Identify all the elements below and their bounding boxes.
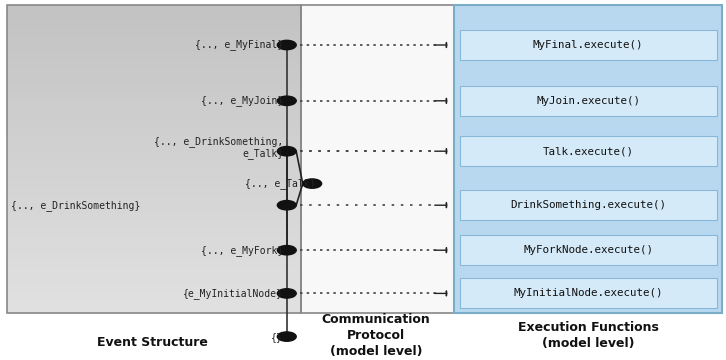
FancyBboxPatch shape: [460, 235, 717, 265]
Text: Event Structure: Event Structure: [97, 336, 208, 348]
Bar: [7, 159, 301, 167]
Text: Execution Functions
(model level): Execution Functions (model level): [518, 321, 658, 350]
Bar: [7, 59, 301, 67]
Text: Communication
Protocol
(model level): Communication Protocol (model level): [322, 313, 431, 358]
Bar: [7, 282, 301, 290]
Text: DrinkSomething.execute(): DrinkSomething.execute(): [510, 200, 666, 210]
Text: {.., e_DrinkSomething,
e_Talk}: {.., e_DrinkSomething, e_Talk}: [154, 136, 283, 159]
FancyBboxPatch shape: [460, 30, 717, 60]
Circle shape: [277, 147, 296, 156]
Bar: [7, 259, 301, 267]
Bar: [7, 267, 301, 275]
Bar: [7, 13, 301, 21]
Bar: [7, 152, 301, 159]
Bar: [7, 113, 301, 121]
Text: Talk.execute(): Talk.execute(): [542, 146, 634, 156]
Text: {.., e_MyJoin}: {.., e_MyJoin}: [201, 95, 283, 106]
Bar: [7, 75, 301, 82]
Bar: [7, 90, 301, 98]
Bar: [7, 36, 301, 44]
Bar: [7, 67, 301, 75]
Circle shape: [277, 201, 296, 210]
Circle shape: [277, 246, 296, 255]
Bar: [7, 21, 301, 28]
Text: MyJoin.execute(): MyJoin.execute(): [536, 96, 640, 106]
Circle shape: [277, 96, 296, 105]
Bar: [7, 183, 301, 190]
Text: MyForkNode.execute(): MyForkNode.execute(): [523, 245, 653, 255]
Bar: [7, 221, 301, 229]
Bar: [7, 229, 301, 236]
Circle shape: [277, 332, 296, 341]
Text: {.., e_DrinkSomething}: {.., e_DrinkSomething}: [11, 200, 140, 211]
Bar: [7, 213, 301, 221]
Bar: [7, 28, 301, 36]
Bar: [7, 5, 301, 13]
Bar: [7, 98, 301, 105]
Bar: [7, 206, 301, 213]
Bar: [7, 129, 301, 136]
Bar: [7, 190, 301, 198]
Circle shape: [277, 40, 296, 50]
Bar: [7, 198, 301, 206]
Bar: [7, 82, 301, 90]
FancyBboxPatch shape: [301, 5, 454, 313]
Bar: [7, 298, 301, 306]
Text: {.., e_MyFinal}: {.., e_MyFinal}: [195, 40, 283, 50]
Text: MyFinal.execute(): MyFinal.execute(): [533, 40, 643, 50]
Text: {.., e_Talk}: {.., e_Talk}: [245, 178, 316, 189]
Text: {}: {}: [272, 332, 283, 342]
Text: {e_MyInitialNode}: {e_MyInitialNode}: [183, 288, 283, 299]
Bar: [7, 175, 301, 183]
FancyBboxPatch shape: [454, 5, 722, 313]
Bar: [7, 252, 301, 259]
Circle shape: [277, 289, 296, 298]
Text: {.., e_MyFork}: {.., e_MyFork}: [201, 245, 283, 256]
Bar: [7, 44, 301, 51]
Bar: [7, 51, 301, 59]
Bar: [7, 244, 301, 252]
Bar: [7, 275, 301, 282]
Bar: [7, 236, 301, 244]
FancyBboxPatch shape: [460, 190, 717, 220]
Text: MyInitialNode.execute(): MyInitialNode.execute(): [513, 288, 663, 298]
Bar: [7, 144, 301, 152]
FancyBboxPatch shape: [460, 86, 717, 116]
Bar: [7, 290, 301, 298]
Circle shape: [303, 179, 322, 188]
Bar: [7, 167, 301, 175]
Bar: [7, 306, 301, 313]
FancyBboxPatch shape: [460, 278, 717, 309]
FancyBboxPatch shape: [460, 136, 717, 166]
Bar: [7, 121, 301, 129]
Bar: [7, 136, 301, 144]
Bar: [7, 105, 301, 113]
